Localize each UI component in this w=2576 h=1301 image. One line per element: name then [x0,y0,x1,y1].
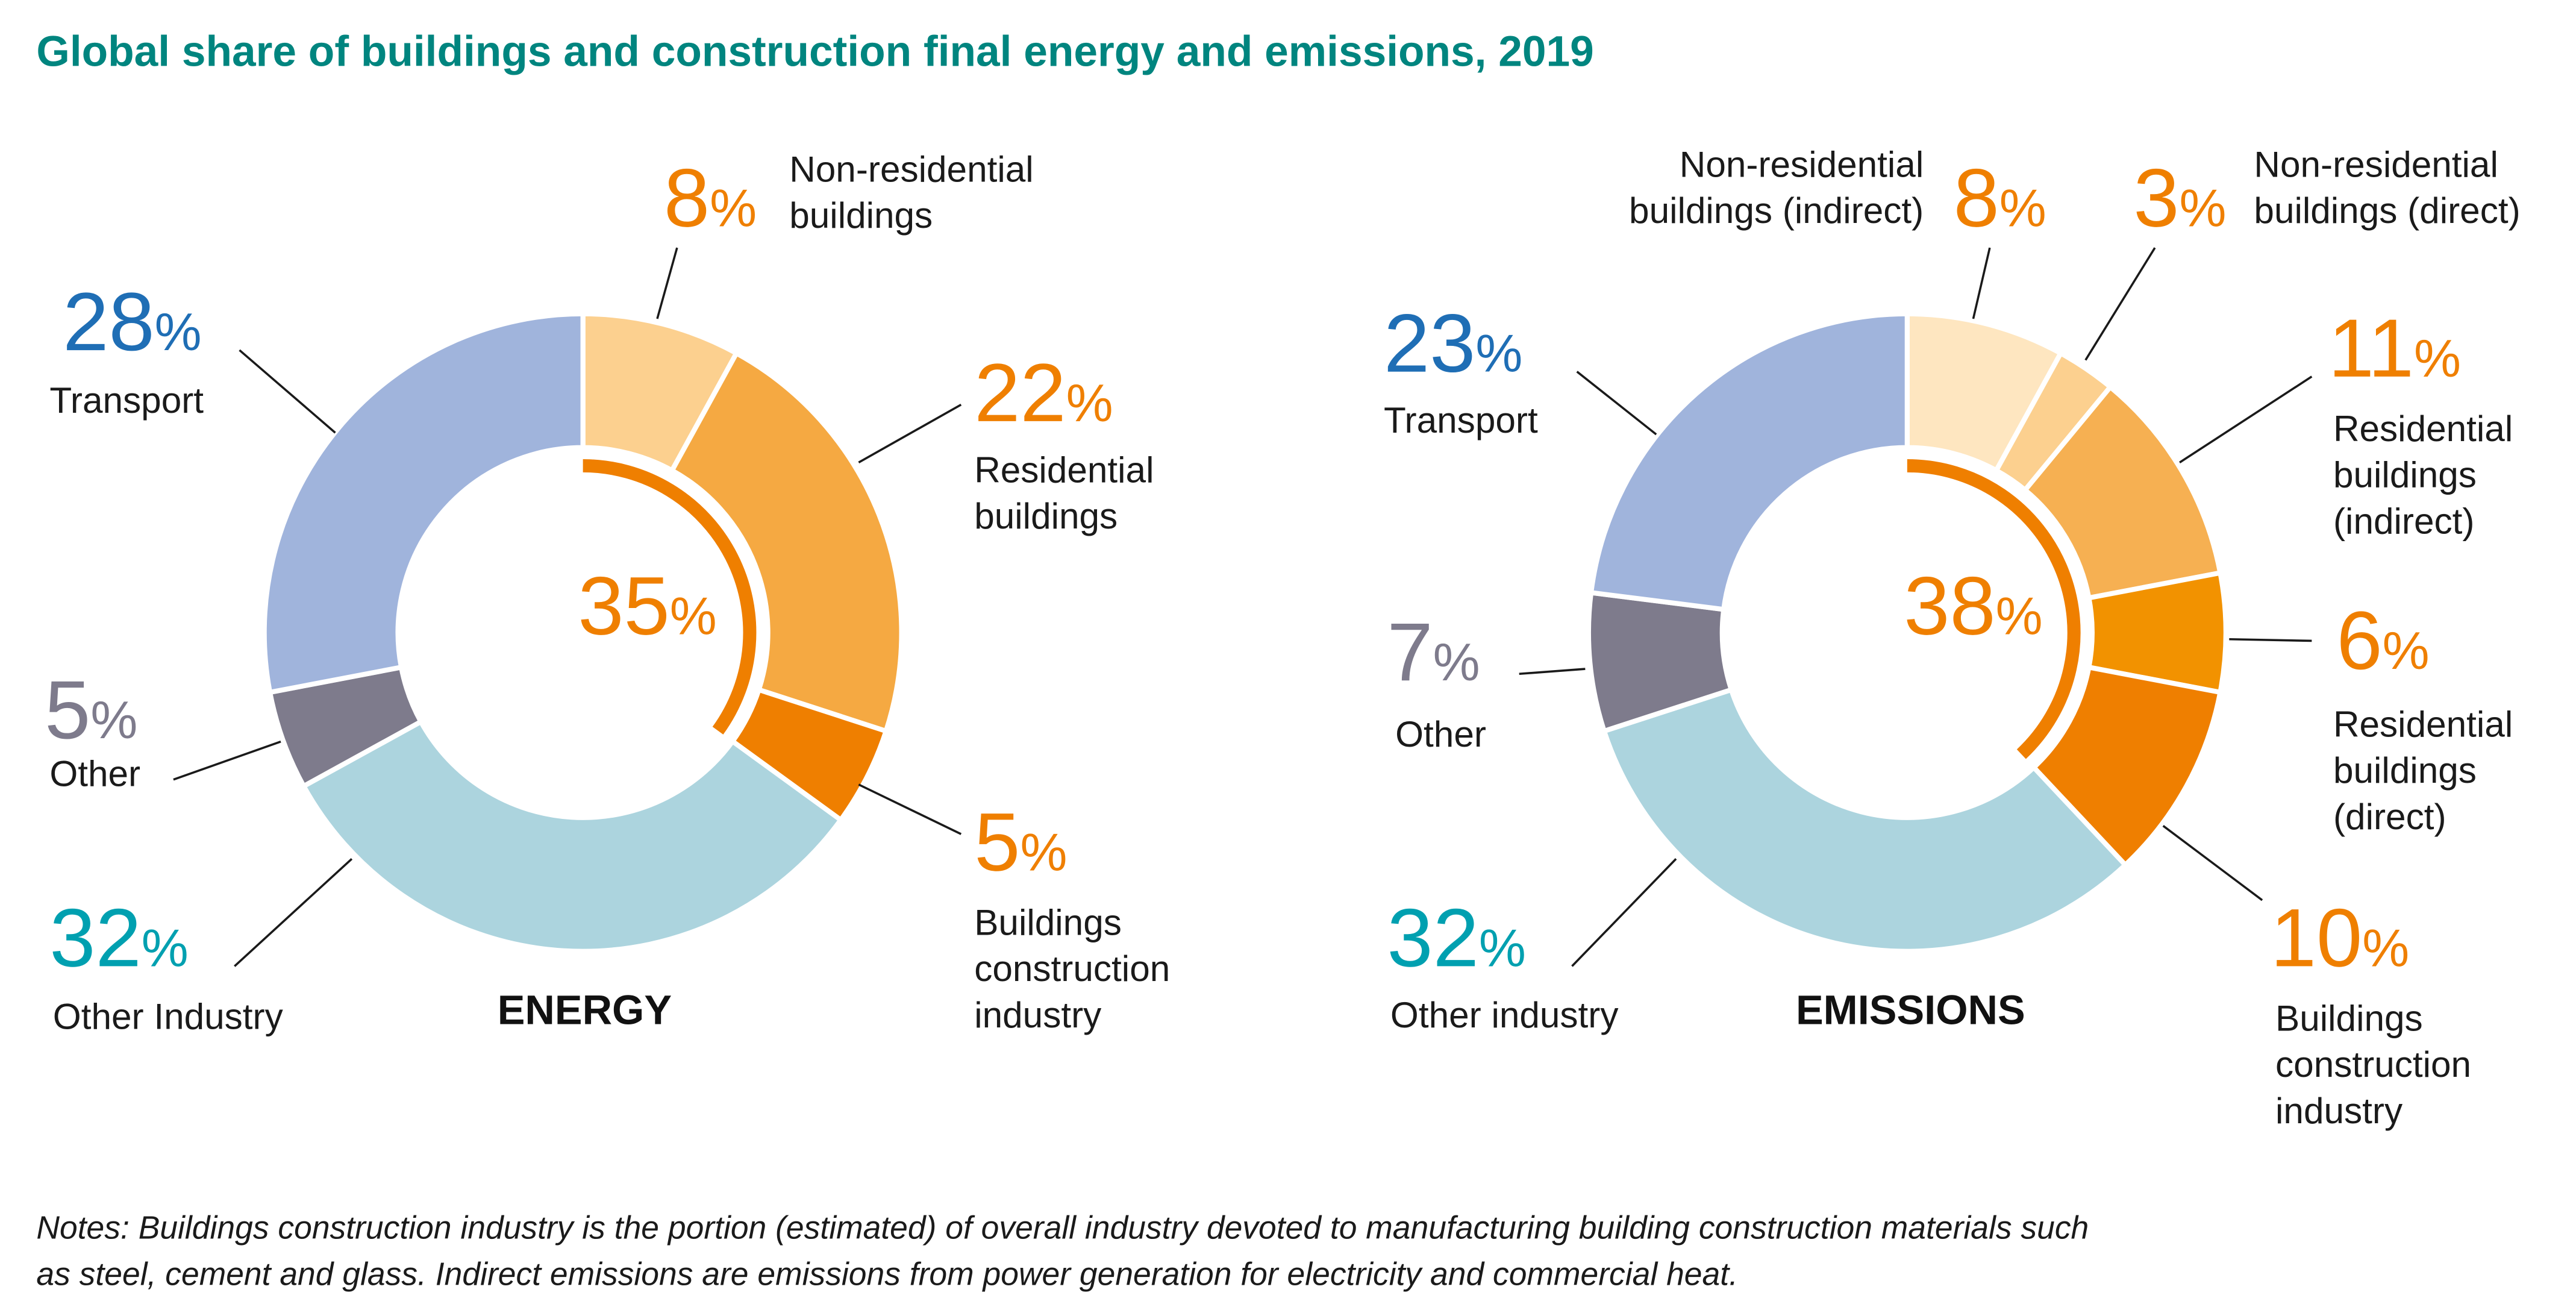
slice-label: Residential buildings (indirect) [2333,408,2513,541]
slice-value: 10% [2271,892,2409,984]
slice-value: 8% [1954,152,2046,245]
energy-labels: 35% ENERGY 8% Non-residential buildings 2… [45,148,1170,1036]
donut-slice [300,718,845,954]
slice-label: Other Industry [53,996,284,1037]
slice-value: 5% [974,796,1067,888]
slice-value: 8% [664,152,757,245]
buildings-share-arc [1907,459,2081,759]
slice-value: 22% [974,347,1113,439]
figure-title: Global share of buildings and constructi… [36,28,1593,76]
emissions-labels: 38% EMISSIONS 8% Non-residential building… [1384,143,2521,1131]
emissions-chart-title: EMISSIONS [1796,986,2025,1033]
slice-value: 32% [49,892,188,984]
emissions-donut [1586,311,2228,954]
slice-label: Other [49,753,140,794]
slice-label: Non-residential buildings (direct) [2254,143,2520,231]
slice-value: 3% [2133,152,2226,245]
slice-value: 5% [45,664,137,756]
slice-label: Non-residential buildings [789,148,1033,236]
donut-slice [668,350,904,735]
donut-slice [1588,311,1910,612]
slice-label: Buildings construction industry [2275,997,2471,1130]
slice-label: Transport [1384,400,1538,440]
slice-label: Buildings construction industry [974,901,1170,1035]
slice-label: Residential buildings [974,449,1154,536]
emissions-center-total: 38% [1904,560,2042,653]
buildings-share-arc [583,459,757,735]
energy-center-total: 35% [578,560,716,653]
energy-donut [261,311,904,954]
energy-chart-title: ENERGY [498,986,672,1033]
slice-value: 23% [1384,298,1522,390]
slice-label: Residential buildings (direct) [2333,703,2513,836]
slice-value: 28% [63,276,201,368]
notes: Notes: Buildings construction industry i… [36,1211,2089,1293]
slice-label: Transport [49,380,204,421]
slice-value: 11% [2328,303,2461,395]
slice-label: Other [1395,713,1486,754]
slice-label: Other industry [1390,994,1619,1035]
donut-slice [261,311,586,695]
slice-label: Non-residential buildings (indirect) [1629,143,1924,231]
slice-value: 7% [1387,606,1480,698]
slice-value: 6% [2336,595,2429,687]
donut-slice [2021,383,2224,601]
donut-slice [1601,686,2129,954]
slice-value: 32% [1387,892,1525,984]
